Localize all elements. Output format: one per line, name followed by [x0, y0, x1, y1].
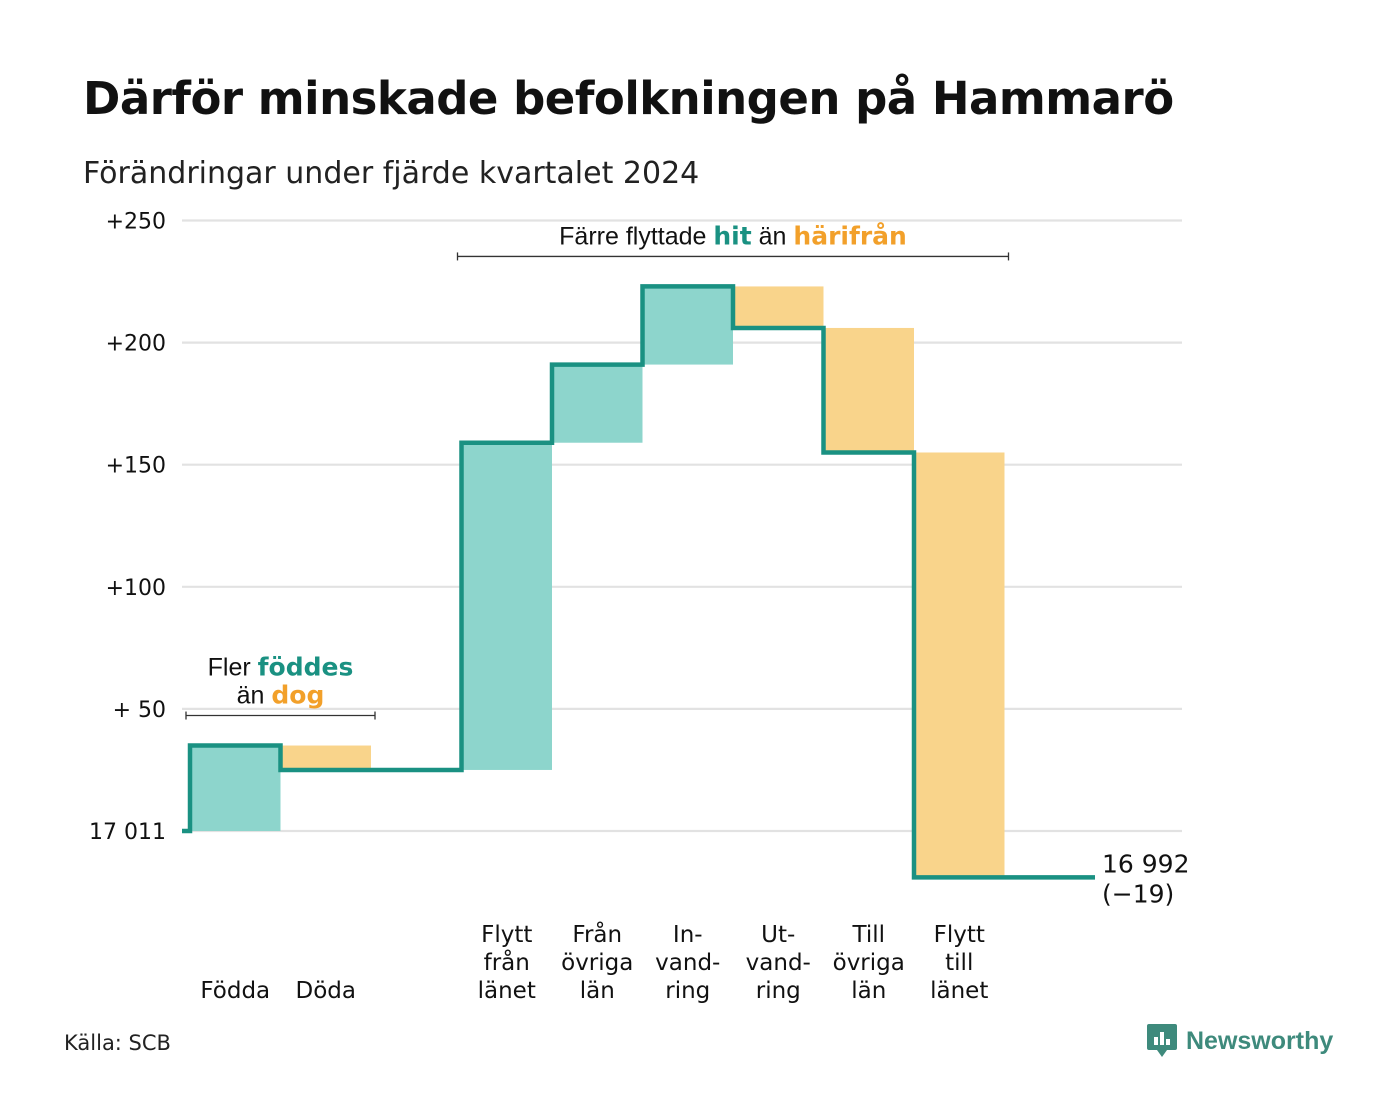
x-tick-label: Från — [572, 920, 622, 948]
x-tick-label: övriga — [561, 950, 633, 976]
chart-subtitle: Förändringar under fjärde kvartalet 2024 — [83, 156, 700, 191]
y-tick-label: + 50 — [113, 698, 166, 723]
annotation-segment: härifrån — [793, 221, 906, 250]
y-tick-label: +250 — [106, 210, 166, 235]
bar-increase — [461, 442, 552, 770]
brand-logo: Newsworthy — [1146, 1022, 1333, 1060]
y-tick-label: +200 — [106, 332, 166, 357]
chart-title: Därför minskade befolkningen på Hammarö — [83, 72, 1174, 125]
brand-name: Newsworthy — [1186, 1026, 1334, 1055]
running-total-line — [182, 284, 1095, 880]
bar-decrease — [823, 327, 914, 453]
x-tick-label: Flytt — [934, 922, 985, 948]
bar-increase — [190, 745, 281, 831]
x-tick-label: Döda — [296, 978, 356, 1004]
x-tick-label: Ut- — [761, 922, 795, 948]
y-tick-label: 17 011 — [89, 820, 166, 845]
y-axis-labels: 17 011 + 50 +100 +150 +200 +250 — [89, 210, 166, 846]
x-tick-label: Flytt — [481, 922, 532, 948]
annotation-segment: hit — [713, 221, 751, 250]
bar-increase — [552, 364, 643, 443]
y-tick-label: +100 — [106, 576, 166, 601]
annotation-segment: föddes — [258, 653, 354, 682]
annotation-segment: än — [237, 682, 272, 710]
annotation-text: än dog — [237, 681, 325, 710]
x-tick-label: övriga — [833, 950, 905, 976]
x-tick-label: vand- — [655, 950, 720, 976]
x-axis-labels: Födda DödaFlyttfrånlänetFrånövrigalänIn-v… — [200, 920, 988, 1004]
annotation-segment: dog — [271, 681, 324, 710]
y-tick-label: +150 — [106, 454, 166, 479]
annotation-text: Fler föddes — [208, 653, 354, 682]
x-tick-label: Till — [851, 922, 885, 948]
grid-lines — [182, 219, 1182, 833]
x-tick-label: länet — [478, 978, 536, 1004]
running-total-line — [182, 284, 1095, 880]
newsworthy-icon — [1147, 1024, 1177, 1057]
x-tick-label: län — [580, 978, 615, 1004]
end-value: 16 992 — [1102, 849, 1189, 878]
x-tick-label: ring — [756, 978, 801, 1004]
source-note: Källa: SCB — [64, 1031, 171, 1055]
x-tick-label: länet — [930, 978, 988, 1004]
x-tick-label: Födda — [200, 978, 270, 1004]
bar-decrease — [733, 286, 824, 328]
annotation-segment: Fler — [208, 654, 258, 682]
bars — [190, 286, 1005, 878]
x-tick-label: ring — [665, 978, 710, 1004]
x-tick-label: In- — [673, 922, 703, 948]
end-value-label: 16 992(−19) — [1102, 849, 1189, 908]
bar-decrease — [914, 452, 1005, 878]
bar-decrease — [280, 745, 371, 770]
end-change: (−19) — [1102, 879, 1174, 908]
x-tick-label: till — [945, 950, 973, 976]
annotation-segment: Färre flyttade — [559, 222, 713, 250]
x-tick-label: län — [851, 978, 886, 1004]
annotation-text: Färre flyttade hit än härifrån — [559, 221, 907, 250]
x-tick-label: från — [484, 948, 530, 976]
bar-increase — [642, 286, 733, 365]
x-tick-label: vand- — [746, 950, 811, 976]
annotation-segment: än — [752, 222, 794, 250]
